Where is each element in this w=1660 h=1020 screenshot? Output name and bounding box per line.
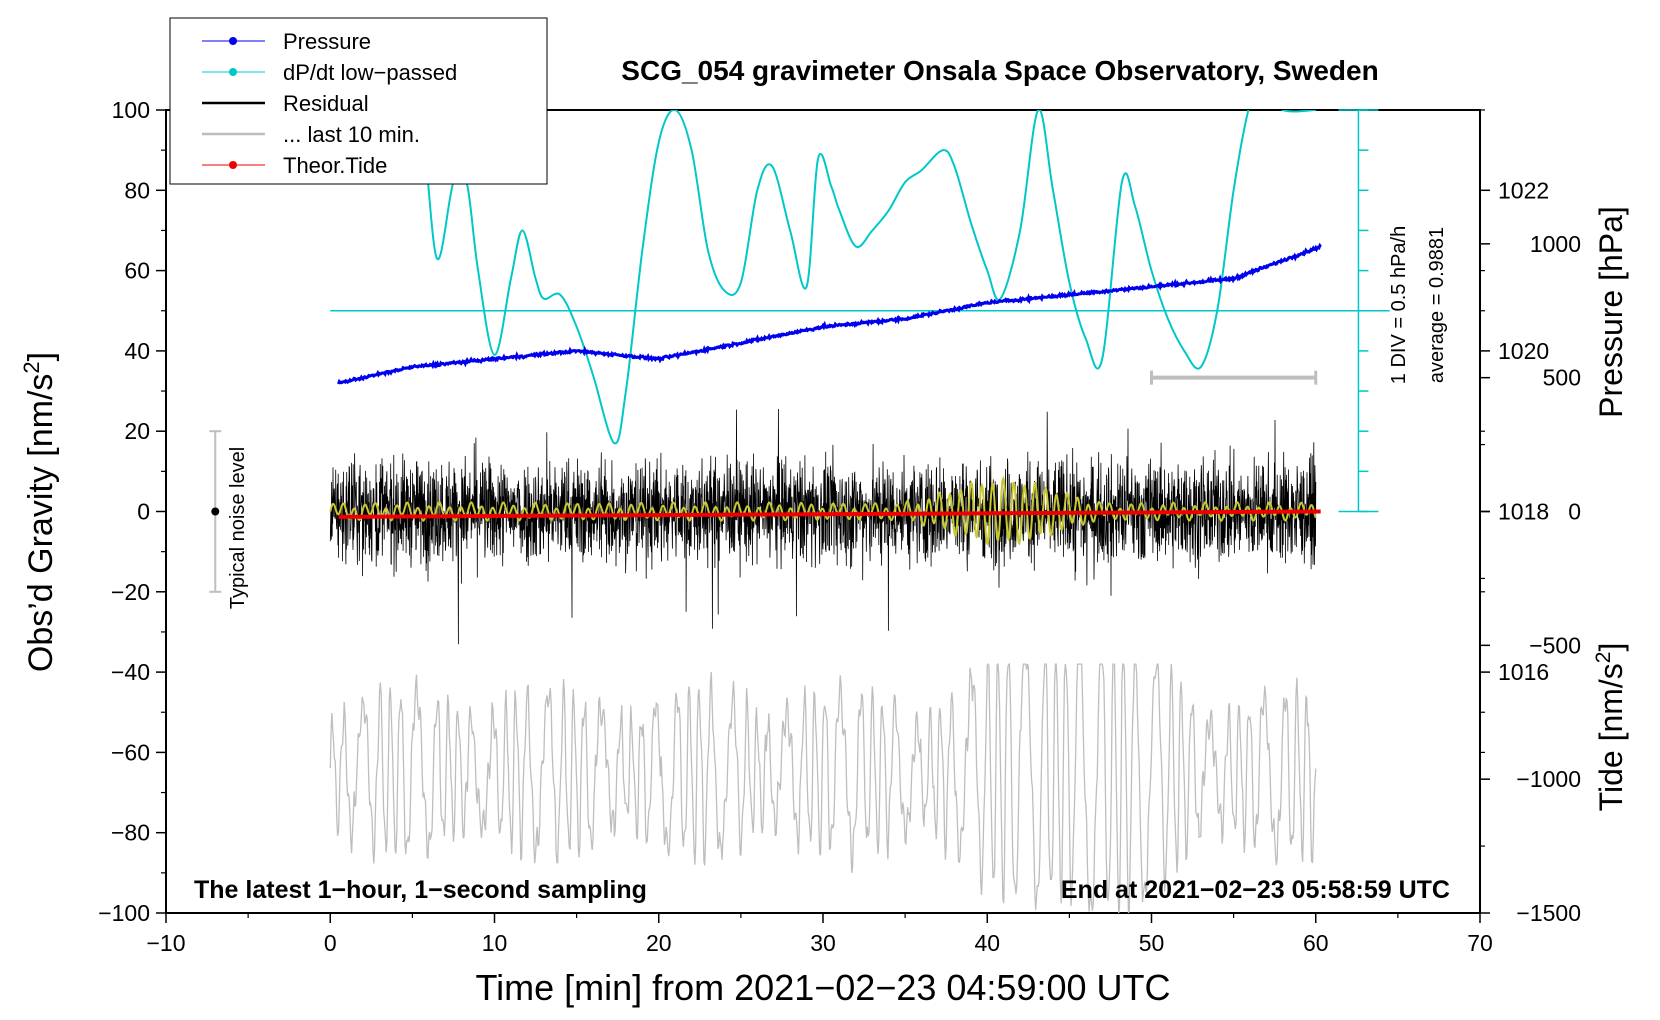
pressure-tick-label: 1016 xyxy=(1498,659,1549,685)
legend-marker xyxy=(229,161,237,169)
legend: Pressure dP/dt low−passed Residual ... last… xyxy=(169,17,548,185)
y-axis-gravity: −100 −80 −60 −40 −20 0 20 40 60 80 100 xyxy=(98,97,166,926)
y-tick-label: −20 xyxy=(111,579,150,605)
legend-marker xyxy=(229,37,237,45)
y-axis-label-end: ] xyxy=(22,352,60,361)
last-10-min-line xyxy=(329,662,1317,914)
tide-tick-label: 500 xyxy=(1543,365,1581,391)
noise-label: Typical noise level xyxy=(227,447,249,609)
tide-tick-label: −500 xyxy=(1529,632,1581,658)
y-tick-label: −60 xyxy=(111,739,150,765)
residual-line xyxy=(329,408,1317,645)
chart-title: SCG_054 gravimeter Onsala Space Observat… xyxy=(621,55,1378,86)
y-axis-label-sup: 2 xyxy=(19,361,44,373)
pressure-tick-label: 1018 xyxy=(1498,499,1549,525)
x-tick-label: −10 xyxy=(146,930,185,956)
y-tick-label: 100 xyxy=(112,97,150,123)
y-tick-label: 40 xyxy=(124,338,150,364)
x-tick-label: 60 xyxy=(1303,930,1329,956)
legend-box xyxy=(169,17,548,185)
residual-series xyxy=(329,408,1317,645)
y-tick-label: 60 xyxy=(124,258,150,284)
tide-series xyxy=(338,509,1321,519)
x-tick-label: 30 xyxy=(810,930,836,956)
y-axis-tide: −1500 −1000 −500 0 500 1000 xyxy=(1480,231,1581,926)
tide-axis-label: Tide [nm/s2] xyxy=(1592,643,1629,812)
sampling-note: The latest 1−hour, 1−second sampling xyxy=(194,876,647,904)
x-tick-label: 70 xyxy=(1467,930,1493,956)
noise-bar-dot xyxy=(211,507,220,516)
dpdt-line xyxy=(330,110,1316,445)
filtered-residual-series xyxy=(329,476,1317,546)
x-tick-label: 20 xyxy=(646,930,672,956)
tide-line xyxy=(338,509,1321,519)
div-annotation: 1 DIV = 0.5 hPa/h xyxy=(1388,226,1410,384)
x-tick-label: 0 xyxy=(324,930,337,956)
y-axis-pressure: 1016 1018 1020 1022 xyxy=(1480,109,1549,754)
tide-tick-label: −1000 xyxy=(1516,766,1581,792)
y-tick-label: 0 xyxy=(137,499,150,525)
noise-level-bar xyxy=(209,430,222,593)
x-tick-label: 10 xyxy=(482,930,508,956)
pressure-line xyxy=(337,242,1322,385)
y-axis-label: Obs’d Gravity [nm/s2] xyxy=(19,352,60,672)
tide-tick-label: 1000 xyxy=(1530,231,1581,257)
legend-label: dP/dt low−passed xyxy=(283,60,457,85)
end-time-note: End at 2021−02−23 05:58:59 UTC xyxy=(1061,876,1450,904)
pressure-tick-label: 1022 xyxy=(1498,177,1549,203)
pressure-axis-label: Pressure [hPa] xyxy=(1593,206,1629,418)
x-tick-label: 50 xyxy=(1139,930,1165,956)
tide-axis-label-end: ] xyxy=(1593,643,1629,652)
legend-label: ... last 10 min. xyxy=(283,122,420,147)
pressure-series xyxy=(337,242,1322,385)
y-tick-label: −80 xyxy=(111,820,150,846)
y-tick-label: 20 xyxy=(124,418,150,444)
x-axis-label: Time [min] from 2021−02−23 04:59:00 UTC xyxy=(475,967,1170,1008)
tide-axis-label-sup: 2 xyxy=(1592,652,1615,664)
y-tick-label: 80 xyxy=(124,177,150,203)
pressure-tick-label: 1020 xyxy=(1498,338,1549,364)
tide-axis-label-main: Tide [nm/s xyxy=(1593,663,1629,811)
dpdt-series xyxy=(330,110,1390,445)
tide-scale-bar xyxy=(1150,370,1318,385)
y-tick-label: −40 xyxy=(111,659,150,685)
x-tick-label: 40 xyxy=(974,930,1000,956)
y-tick-label: −100 xyxy=(98,900,150,926)
legend-label: Theor.Tide xyxy=(283,153,387,178)
tide-tick-label: 0 xyxy=(1568,499,1581,525)
legend-label: Pressure xyxy=(283,29,371,54)
average-annotation: average = 0.9881 xyxy=(1426,227,1448,383)
x-axis: −10 0 10 20 30 40 50 60 70 xyxy=(146,913,1493,956)
div-scale-ruler xyxy=(1338,109,1379,513)
legend-label: Residual xyxy=(283,91,369,116)
tide-tick-label: −1500 xyxy=(1516,900,1581,926)
y-axis-label-main: Obs’d Gravity [nm/s xyxy=(22,374,60,673)
last-10-min-series xyxy=(329,662,1317,914)
legend-marker xyxy=(229,68,237,76)
filtered-line xyxy=(329,476,1317,546)
